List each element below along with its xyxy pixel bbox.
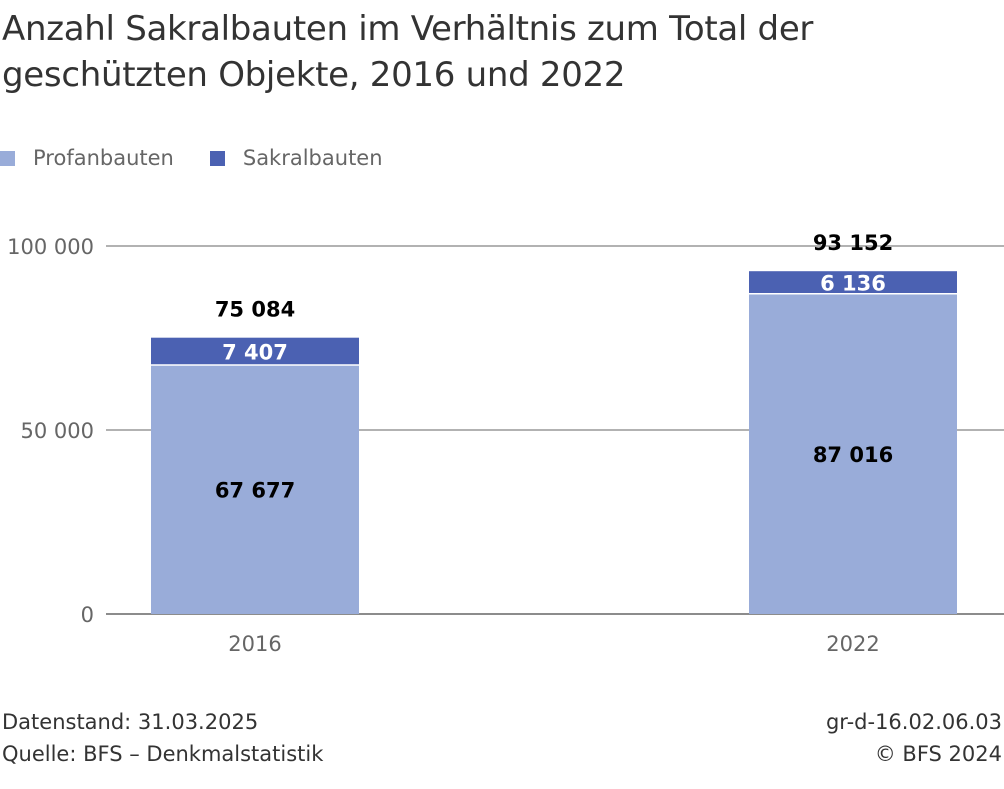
source-text: Quelle: BFS – Denkmalstatistik — [2, 742, 324, 766]
x-tick-label-2022: 2022 — [826, 632, 879, 656]
data-label-profanbauten-2016: 67 677 — [215, 478, 295, 502]
legend-item-sakralbauten: Sakralbauten — [209, 146, 383, 170]
chart-code-text: gr-d-16.02.06.03 — [825, 710, 1002, 734]
bar-profanbauten-2016 — [151, 364, 359, 614]
total-label-2016: 75 084 — [215, 298, 295, 322]
bar-sakralbauten-2022 — [749, 271, 957, 294]
legend-label-sakralbauten: Sakralbauten — [242, 146, 383, 170]
legend-swatch-profanbauten — [0, 150, 15, 166]
datenstand-text: Datenstand: 31.03.2025 — [2, 710, 259, 734]
legend-label-profanbauten: Profanbauten — [33, 146, 174, 170]
stacked-bar-chart: 0 50 000 100 000 2016 2022 67 677 7 407 75 084… — [7, 231, 1004, 656]
y-tick-label-0: 0 — [81, 603, 94, 627]
bars-layer — [151, 271, 957, 614]
x-tick-label-2016: 2016 — [228, 632, 281, 656]
bar-sakralbauten-2016 — [151, 337, 359, 365]
data-label-sakralbauten-2016: 7 407 — [222, 340, 288, 364]
y-tick-label-1: 50 000 — [21, 419, 94, 443]
legend-item-profanbauten: Profanbauten — [0, 146, 174, 170]
labels-layer: 67 677 7 407 75 084 87 016 6 136 93 152 — [215, 231, 893, 502]
y-tick-label-2: 100 000 — [7, 235, 94, 259]
footer-right: gr-d-16.02.06.03 © BFS 2024 — [826, 706, 1002, 770]
grid-layer: 0 50 000 100 000 2016 2022 — [7, 235, 1004, 656]
copyright-text: © BFS 2024 — [874, 742, 1002, 766]
chart-title: Anzahl Sakralbauten im Verhältnis zum To… — [2, 9, 814, 95]
data-label-profanbauten-2022: 87 016 — [813, 443, 893, 467]
footer-left: Datenstand: 31.03.2025 Quelle: BFS – Den… — [2, 706, 323, 770]
data-label-sakralbauten-2022: 6 136 — [820, 271, 886, 295]
legend: Profanbauten Sakralbauten — [0, 146, 419, 170]
total-label-2022: 93 152 — [813, 231, 893, 255]
legend-swatch-sakralbauten — [209, 150, 225, 166]
bar-profanbauten-2022 — [749, 293, 957, 614]
